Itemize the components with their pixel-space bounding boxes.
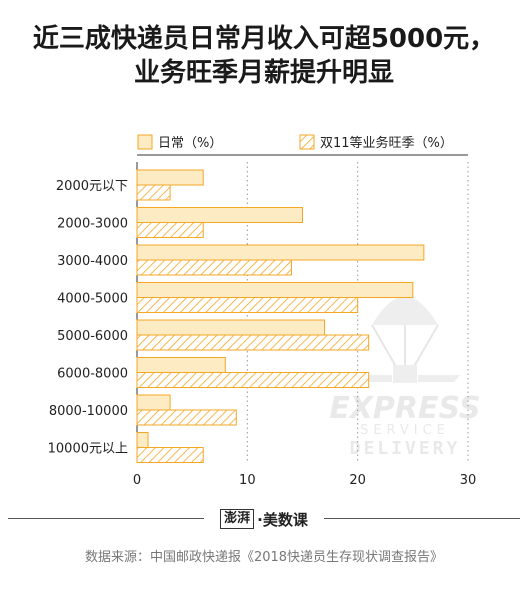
bar-peak [136,259,292,276]
category-label: 10000元以上 [48,442,128,457]
bars [136,169,425,463]
category-label: 6000-8000 [57,367,128,382]
legend-swatch-peak [299,134,315,150]
bar-daily [136,244,425,261]
brand-logo: 澎湃 ·美数课 [208,506,320,532]
category-label: 8000-10000 [49,404,128,419]
watermark-line-2: SERVICE [360,423,450,438]
bar-daily [136,282,414,298]
bar-peak [136,409,237,426]
legend: 日常（%） 双11等业务旺季（%） [137,134,468,156]
watermark-line-3: DELIVERY [350,438,461,459]
bar-peak [136,334,370,351]
legend-label-peak: 双11等业务旺季（%） [320,135,453,151]
category-labels: 2000元以下 2000-3000 3000-4000 4000-5000 5000-6… [48,179,128,457]
source-note: 数据来源：中国邮政快递报《2018快递员生存现状调查报告》 [84,550,444,565]
category-label: 5000-6000 [57,329,128,344]
category-label: 2000元以下 [56,179,128,194]
x-tick-label: 30 [460,473,477,488]
title-line-1: 近三成快递员日常月收入可超5000元， [32,24,496,54]
category-label: 2000-3000 [57,217,128,232]
bar-daily [136,169,204,186]
chart-title: 近三成快递员日常月收入可超5000元， 业务旺季月薪提升明显 [0,22,528,90]
x-tick-label: 0 [133,473,141,488]
x-tick-labels: 0 10 20 30 [133,473,476,488]
category-label: 4000-5000 [57,292,128,307]
brand-name: ·美数课 [257,510,308,529]
bar-peak [136,447,204,463]
bar-peak [136,372,370,388]
bar-daily [136,207,303,223]
brand-logo-mark: 澎湃 [220,509,255,529]
bar-peak [136,184,171,201]
bar-peak [136,222,204,238]
bar-daily [136,432,149,448]
x-tick-label: 10 [239,473,256,488]
category-label: 3000-4000 [57,254,128,269]
legend-label-daily: 日常（%） [158,136,222,151]
bar-daily [136,394,171,411]
legend-swatch-daily [137,134,153,150]
bar-daily [136,319,326,336]
divider-right [324,518,520,519]
divider-left [8,518,204,519]
bar-peak [136,297,359,313]
x-tick-label: 20 [349,473,366,488]
title-line-2: 业务旺季月薪提升明显 [133,58,394,88]
watermark-line-1: EXPRESS [329,391,480,426]
bar-daily [136,357,226,373]
